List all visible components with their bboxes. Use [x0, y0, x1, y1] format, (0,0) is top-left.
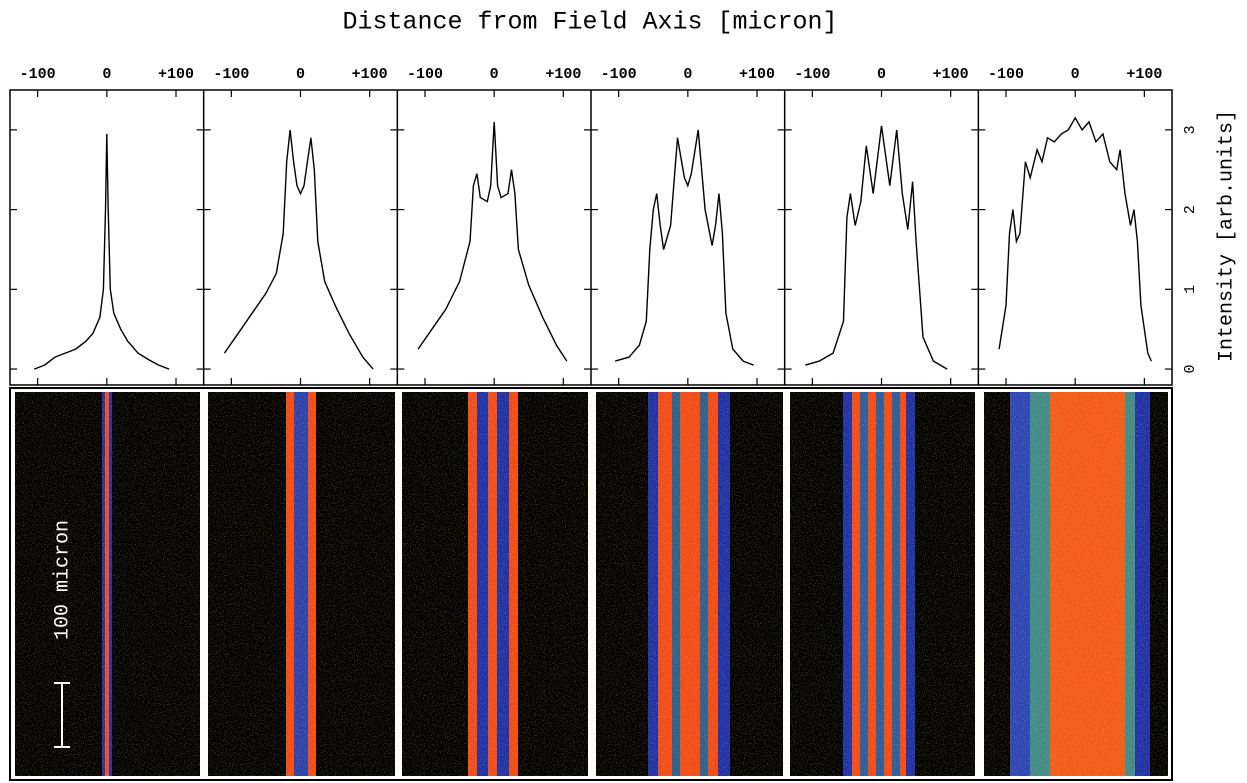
- image-strip: [9, 387, 1173, 781]
- y-tick-label: 3: [1182, 125, 1199, 134]
- x-tick-label: 0: [1071, 66, 1080, 83]
- x-tick-label: +100: [158, 66, 194, 83]
- intensity-profile: [33, 133, 170, 370]
- intensity-profile: [805, 125, 948, 370]
- x-tick-label: 0: [490, 66, 499, 83]
- x-tick-label: 0: [877, 66, 886, 83]
- intensity-profile: [417, 121, 568, 362]
- x-tick-label: 0: [683, 66, 692, 83]
- x-tick-label: +100: [352, 66, 388, 83]
- x-tick-label: 0: [296, 66, 305, 83]
- x-tick-label: +100: [1126, 66, 1162, 83]
- figure-title: Distance from Field Axis [micron]: [342, 8, 837, 37]
- x-tick-label: -100: [20, 66, 56, 83]
- scale-bar-label: 100 micron: [51, 520, 74, 640]
- intensity-profile: [998, 116, 1152, 362]
- intensity-profile: [223, 129, 374, 370]
- x-tick-label: -100: [794, 66, 830, 83]
- x-tick-label: -100: [601, 66, 637, 83]
- intensity-profile: [615, 129, 754, 366]
- x-tick-label: -100: [213, 66, 249, 83]
- x-tick-label: -100: [407, 66, 443, 83]
- x-tick-label: -100: [988, 66, 1024, 83]
- y-axis-label: Intensity [arb.units]: [1215, 110, 1238, 362]
- x-tick-label: +100: [739, 66, 775, 83]
- y-tick-label: 1: [1182, 285, 1199, 294]
- y-tick-label: 2: [1182, 205, 1199, 214]
- x-tick-label: 0: [102, 66, 111, 83]
- x-tick-label: +100: [545, 66, 581, 83]
- x-tick-label: +100: [933, 66, 969, 83]
- y-tick-label: 0: [1182, 365, 1199, 374]
